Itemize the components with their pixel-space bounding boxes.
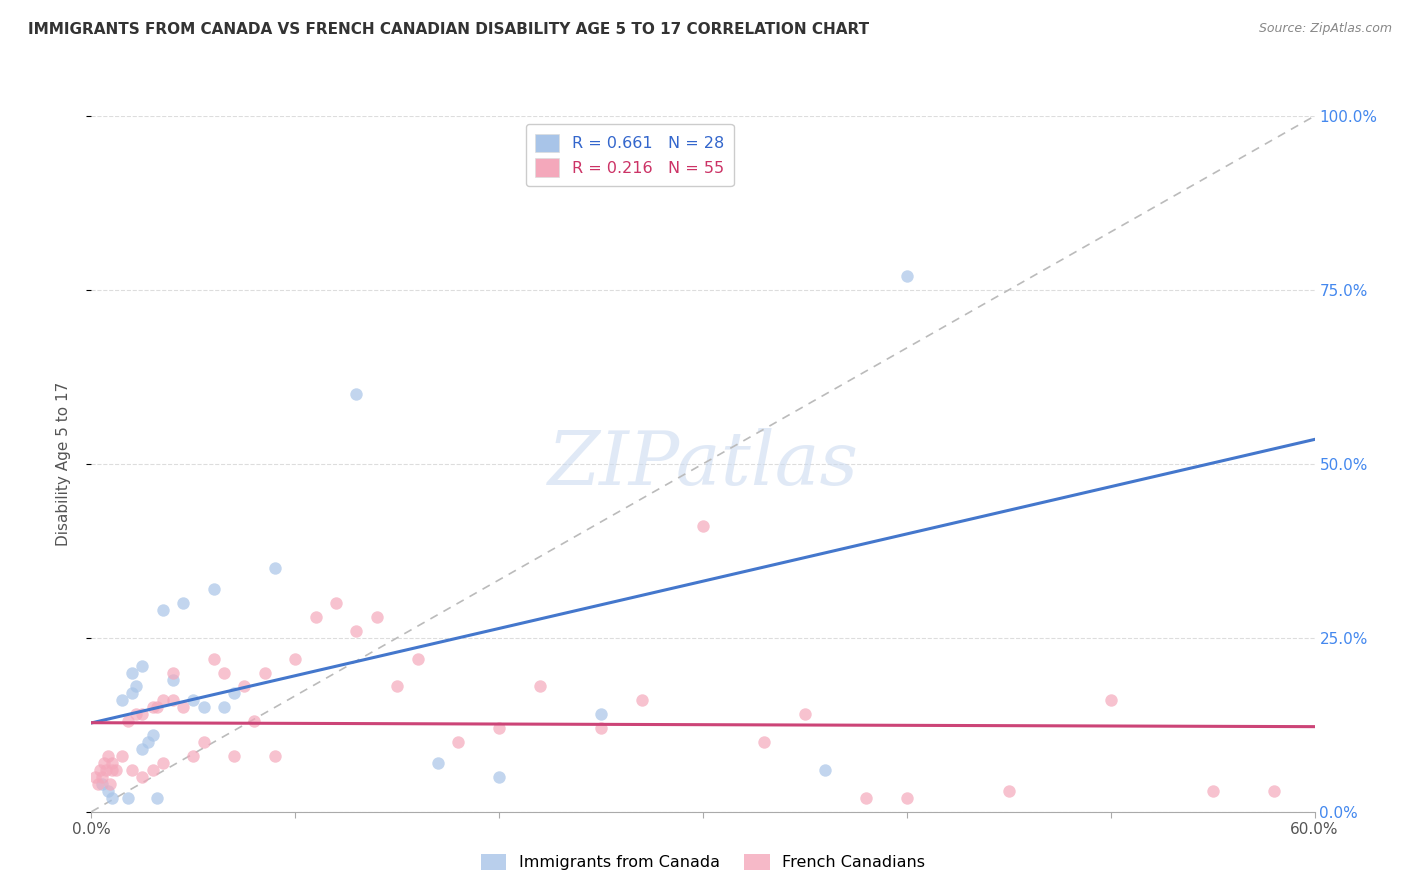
Point [253, 665, 276, 680]
Point [529, 680, 551, 694]
Point [145, 790, 167, 805]
Point [162, 693, 184, 707]
Point [172, 596, 194, 610]
Point [121, 686, 143, 700]
Point [86, 777, 108, 791]
Y-axis label: Disability Age 5 to 17: Disability Age 5 to 17 [56, 382, 70, 546]
Point [754, 735, 776, 749]
Point [591, 707, 613, 722]
Point [90, 770, 112, 784]
Point [152, 603, 174, 617]
Point [488, 721, 510, 735]
Point [145, 700, 167, 714]
Point [202, 651, 225, 665]
Point [1099, 693, 1122, 707]
Point [94, 763, 117, 777]
Point [90, 777, 112, 791]
Point [131, 658, 153, 673]
Point [111, 749, 134, 764]
Point [243, 714, 266, 729]
Text: ZIPatlas: ZIPatlas [547, 427, 859, 500]
Point [591, 721, 613, 735]
Text: IMMIGRANTS FROM CANADA VS FRENCH CANADIAN DISABILITY AGE 5 TO 17 CORRELATION CHA: IMMIGRANTS FROM CANADA VS FRENCH CANADIA… [28, 22, 869, 37]
Point [162, 665, 184, 680]
Point [117, 714, 139, 729]
Point [406, 651, 429, 665]
Point [998, 784, 1021, 798]
Point [346, 387, 368, 401]
Point [141, 728, 163, 742]
Point [183, 749, 205, 764]
Point [131, 707, 153, 722]
Point [896, 790, 918, 805]
Point [183, 693, 205, 707]
Point [212, 700, 235, 714]
Point [222, 686, 246, 700]
Legend: Immigrants from Canada, French Canadians: Immigrants from Canada, French Canadians [474, 847, 932, 877]
Point [172, 700, 194, 714]
Point [101, 790, 124, 805]
Point [346, 624, 368, 638]
Point [793, 707, 815, 722]
Point [125, 680, 148, 694]
Point [233, 680, 256, 694]
Point [97, 749, 120, 764]
Point [447, 735, 470, 749]
Point [141, 763, 163, 777]
Point [222, 749, 246, 764]
Point [89, 763, 111, 777]
Point [101, 756, 124, 770]
Point [93, 756, 115, 770]
Point [98, 777, 121, 791]
Point [84, 770, 107, 784]
Point [385, 680, 409, 694]
Point [121, 665, 143, 680]
Point [1202, 784, 1225, 798]
Point [814, 763, 837, 777]
Point [202, 582, 225, 596]
Point [855, 790, 877, 805]
Point [141, 700, 163, 714]
Point [304, 610, 326, 624]
Point [121, 763, 143, 777]
Point [111, 693, 134, 707]
Point [131, 742, 153, 756]
Point [97, 784, 120, 798]
Point [162, 673, 184, 687]
Point [692, 519, 714, 533]
Point [131, 770, 153, 784]
Point [193, 700, 215, 714]
Point [193, 735, 215, 749]
Point [284, 651, 307, 665]
Point [896, 268, 918, 283]
Text: Source: ZipAtlas.com: Source: ZipAtlas.com [1258, 22, 1392, 36]
Point [125, 707, 148, 722]
Point [138, 735, 160, 749]
Point [101, 763, 124, 777]
Point [212, 665, 235, 680]
Point [366, 610, 388, 624]
Point [264, 749, 287, 764]
Point [631, 693, 654, 707]
Point [1263, 784, 1285, 798]
Point [104, 763, 127, 777]
Point [117, 790, 139, 805]
Point [488, 770, 510, 784]
Point [264, 561, 287, 575]
Point [152, 693, 174, 707]
Point [427, 756, 450, 770]
Point [325, 596, 347, 610]
Point [152, 756, 174, 770]
